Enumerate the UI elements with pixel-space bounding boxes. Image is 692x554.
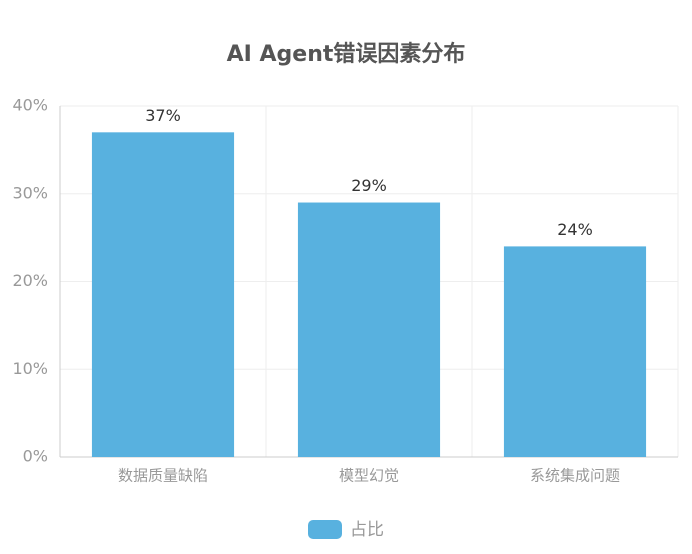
legend-label: 占比 bbox=[350, 520, 384, 540]
value-label: 29% bbox=[351, 176, 387, 195]
x-tick-label: 模型幻觉 bbox=[339, 467, 399, 485]
legend-swatch[interactable] bbox=[308, 520, 342, 539]
bar bbox=[91, 132, 235, 457]
bar bbox=[297, 202, 441, 457]
y-tick-label: 30% bbox=[12, 183, 48, 202]
y-tick-label: 40% bbox=[12, 96, 48, 115]
bar bbox=[503, 246, 647, 457]
value-label: 37% bbox=[145, 106, 181, 125]
y-tick-label: 20% bbox=[12, 271, 48, 290]
chart-title: AI Agent错误因素分布 bbox=[227, 41, 466, 67]
y-tick-label: 10% bbox=[12, 359, 48, 378]
x-tick-label: 系统集成问题 bbox=[530, 467, 620, 485]
y-tick-label: 0% bbox=[23, 447, 48, 466]
value-label: 24% bbox=[557, 220, 593, 239]
x-tick-label: 数据质量缺陷 bbox=[118, 467, 208, 485]
